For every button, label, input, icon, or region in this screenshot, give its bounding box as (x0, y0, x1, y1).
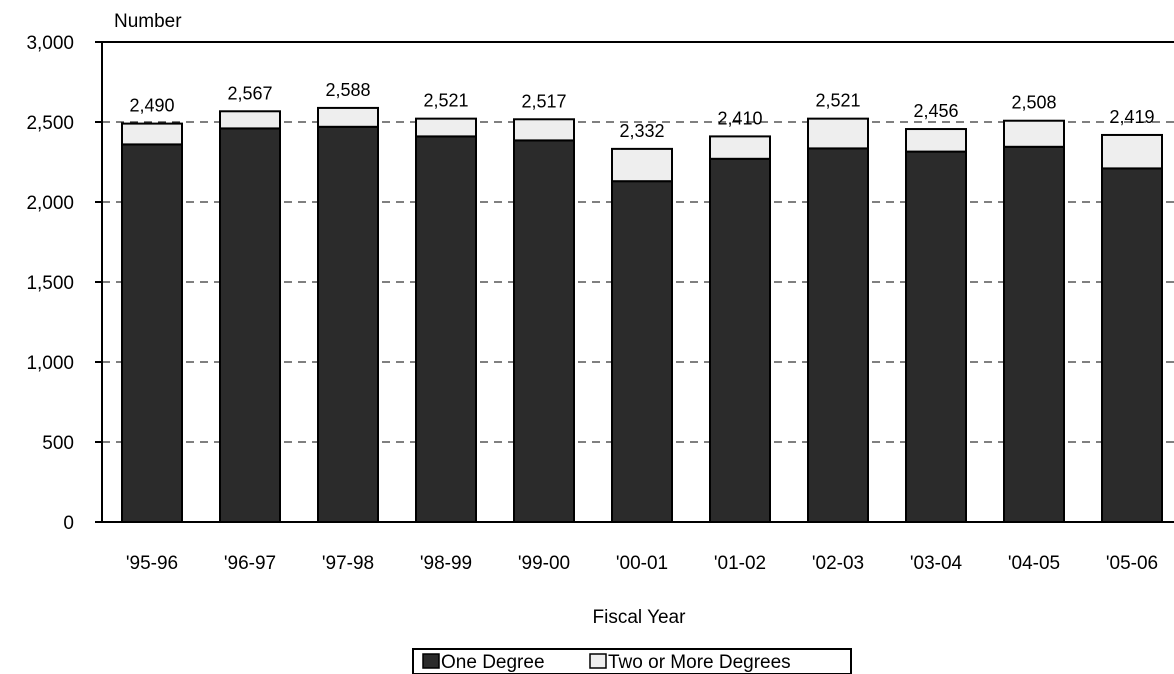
x-tick-label: '02-03 (812, 553, 864, 574)
bar-segment-two-or-more (513, 118, 575, 142)
bar-segment-one-degree (905, 150, 967, 523)
x-tick-label: '01-02 (714, 553, 766, 574)
x-tick-label: '05-06 (1106, 553, 1158, 574)
legend-swatch-two-or-more (589, 653, 607, 669)
x-tick-label: '98-99 (420, 553, 472, 574)
y-tick-label: 3,000 (26, 33, 74, 54)
x-tick-label: '95-96 (126, 553, 178, 574)
y-tick-label: 500 (42, 433, 74, 454)
legend-swatch-one-degree (422, 653, 440, 669)
legend-label-two-or-more: Two or More Degrees (608, 652, 791, 673)
bar-segment-two-or-more (317, 106, 379, 128)
bar-total-label: 2,567 (227, 83, 272, 103)
bar-segment-two-or-more (807, 117, 869, 150)
legend: One Degree Two or More Degrees (412, 648, 852, 674)
bar-segment-two-or-more (1003, 119, 1065, 148)
bar-segment-one-degree (317, 125, 379, 524)
bar-total-label: 2,517 (521, 91, 566, 111)
bar-total-label: 2,521 (423, 91, 468, 111)
bar-total-label: 2,410 (717, 108, 762, 128)
bar-segment-one-degree (415, 135, 477, 523)
legend-frame (412, 648, 852, 674)
bar-segment-two-or-more (709, 135, 771, 160)
bar-segment-two-or-more (905, 128, 967, 153)
x-axis-title: Fiscal Year (593, 607, 687, 628)
y-tick-label: 2,000 (26, 193, 74, 214)
bar-segment-one-degree (807, 147, 869, 523)
y-tick-label: 1,500 (26, 273, 74, 294)
bar-total-label: 2,521 (815, 91, 860, 111)
x-tick-label: '97-98 (322, 553, 374, 574)
bar-segment-two-or-more (1101, 133, 1163, 170)
bar-segment-two-or-more (415, 117, 477, 138)
axes (95, 41, 1174, 523)
bar-segment-one-degree (1101, 167, 1163, 523)
bar-total-label: 2,332 (619, 121, 664, 141)
legend-label-one-degree: One Degree (441, 652, 545, 673)
x-tick-label: '00-01 (616, 553, 668, 574)
bar-total-label: 2,456 (913, 101, 958, 121)
bar-total-label: 2,490 (129, 96, 174, 116)
bars (121, 106, 1163, 524)
bar-segment-two-or-more (219, 110, 281, 130)
bar-segment-one-degree (611, 180, 673, 523)
bar-segment-two-or-more (121, 122, 183, 146)
x-tick-label: '96-97 (224, 553, 276, 574)
bar-segment-one-degree (219, 127, 281, 523)
x-tick-label: '03-04 (910, 553, 963, 574)
bar-total-label: 2,588 (325, 80, 370, 100)
bar-segment-two-or-more (611, 147, 673, 183)
y-tick-label: 0 (63, 513, 74, 534)
x-tick-label: '99-00 (518, 553, 570, 574)
y-tick-label: 2,500 (26, 113, 74, 134)
bar-segment-one-degree (513, 139, 575, 523)
labels: 0 500 1,000 1,500 2,000 2,500 3,000 2,490 '95-96… (26, 33, 1158, 574)
bar-segment-one-degree (121, 143, 183, 523)
x-tick-label: '04-05 (1008, 553, 1060, 574)
bar-segment-one-degree (1003, 145, 1065, 524)
bar-total-label: 2,419 (1109, 107, 1154, 127)
bar-total-label: 2,508 (1011, 93, 1056, 113)
y-axis-title: Number (114, 11, 182, 32)
bar-segment-one-degree (709, 157, 771, 524)
y-tick-label: 1,000 (26, 353, 74, 374)
